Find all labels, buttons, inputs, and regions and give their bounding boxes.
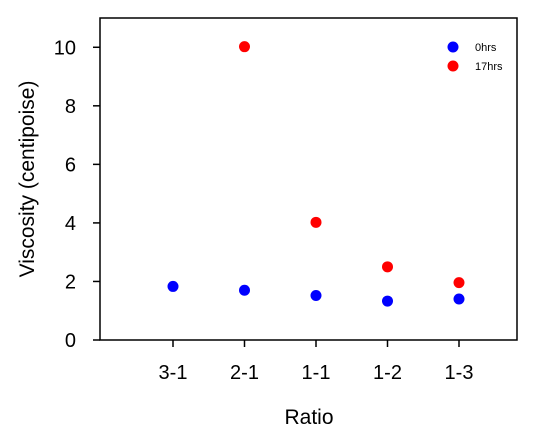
x-tick-label: 1-2 xyxy=(373,362,402,384)
x-tick-label: 3-1 xyxy=(159,362,188,384)
legend-label: 17hrs xyxy=(475,61,503,73)
x-tick-label: 1-3 xyxy=(445,362,474,384)
y-axis: 0 2 4 6 8 10 xyxy=(54,37,100,352)
data-point xyxy=(239,284,250,296)
legend-marker xyxy=(447,60,459,72)
legend-marker xyxy=(447,41,459,53)
data-point xyxy=(453,293,465,305)
data-point xyxy=(310,290,322,302)
data-point xyxy=(310,216,322,228)
x-axis: 3-1 2-1 1-1 1-2 1-3 xyxy=(159,340,474,384)
y-tick-label: 10 xyxy=(54,37,76,59)
data-points xyxy=(167,41,465,307)
legend-label: 0hrs xyxy=(475,42,497,54)
x-axis-title: Ratio xyxy=(284,406,333,429)
data-point xyxy=(239,41,250,53)
plot-frame xyxy=(99,17,518,341)
data-point xyxy=(382,295,393,307)
x-tick-label: 1-1 xyxy=(302,362,331,384)
y-tick-label: 4 xyxy=(65,213,76,235)
y-tick-label: 2 xyxy=(65,271,76,293)
legend: 0hrs 17hrs xyxy=(447,41,503,73)
y-tick-label: 0 xyxy=(65,330,76,352)
data-point xyxy=(167,280,179,292)
y-tick-label: 6 xyxy=(65,154,76,176)
y-axis-title: Viscosity (centipoise) xyxy=(16,81,39,278)
data-point xyxy=(382,261,393,273)
x-tick-label: 2-1 xyxy=(230,362,259,384)
data-point xyxy=(453,277,465,289)
y-tick-label: 8 xyxy=(65,96,76,118)
